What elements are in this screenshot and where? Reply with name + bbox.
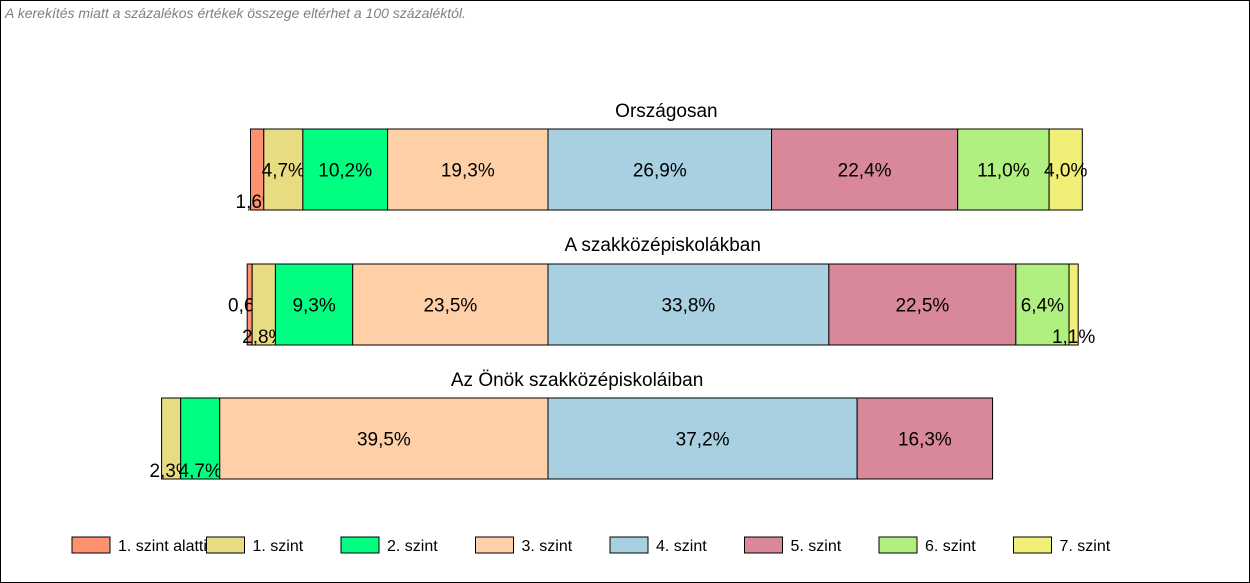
legend-swatch xyxy=(609,536,649,554)
data-label: 2,8% xyxy=(242,327,285,348)
legend-swatch xyxy=(340,536,380,554)
data-label: 22,5% xyxy=(895,296,949,317)
legend-swatch xyxy=(71,536,111,554)
data-label: 4,7% xyxy=(179,461,222,482)
row-title-2: A szakközépiskolákban xyxy=(564,235,760,256)
legend-swatch xyxy=(744,536,783,554)
legend-label: 5. szint xyxy=(791,538,842,555)
legend-label: 4. szint xyxy=(656,538,707,555)
legend-item-1: 1. szint alatti xyxy=(71,536,207,555)
data-label: 16,3% xyxy=(898,430,952,451)
data-label: 33,8% xyxy=(661,296,715,317)
legend-item-5: 4. szint xyxy=(609,536,707,555)
legend-label: 2. szint xyxy=(387,538,438,555)
data-label: 19,3% xyxy=(441,161,495,182)
bar-segment xyxy=(856,397,994,480)
legend-label: 7. szint xyxy=(1060,538,1111,555)
bar-segment xyxy=(1048,128,1083,211)
legend-label: 1. szint alatti xyxy=(118,538,207,555)
bar-segment xyxy=(547,397,858,480)
legend-item-7: 6. szint xyxy=(878,536,976,555)
data-label: 4,0% xyxy=(1044,161,1087,182)
legend-item-3: 2. szint xyxy=(340,536,438,555)
bar-segment xyxy=(547,263,830,346)
legend-swatch xyxy=(206,536,245,554)
data-label: 10,2% xyxy=(318,161,372,182)
legend-label: 3. szint xyxy=(522,538,573,555)
legend-item-4: 3. szint xyxy=(475,536,573,555)
legend-label: 1. szint xyxy=(253,538,304,555)
bar-row-3: Az Önök szakközépiskoláiban2,3%4,7%39,5%… xyxy=(149,370,994,482)
bar-segment xyxy=(302,128,389,211)
row-title-3: Az Önök szakközépiskoláiban xyxy=(451,370,703,391)
data-label: 1,1% xyxy=(1052,327,1095,348)
bar-segment xyxy=(219,397,549,480)
legend-swatch xyxy=(1013,536,1052,554)
legend-item-2: 1. szint xyxy=(206,536,304,555)
data-label: 22,4% xyxy=(838,161,892,182)
bar-segment xyxy=(1015,263,1070,346)
bar-segment xyxy=(771,128,959,211)
bar-segment xyxy=(180,397,221,480)
bar-segment xyxy=(352,263,549,346)
bar-segment xyxy=(547,128,773,211)
bar-segment xyxy=(828,263,1017,346)
data-label: 37,2% xyxy=(676,430,730,451)
row-title-1: Országosan xyxy=(615,101,717,122)
bar-segment xyxy=(957,128,1050,211)
legend-label: 6. szint xyxy=(925,538,976,555)
rounding-note: A kerekítés miatt a százalékos értékek ö… xyxy=(5,5,466,21)
legend-item-6: 5. szint xyxy=(744,536,842,555)
bar-segment xyxy=(1068,263,1079,346)
data-label: 9,3% xyxy=(292,296,335,317)
chart-legend: 1. szint alatti 1. szint 2. szint 3. szint 4… xyxy=(71,536,1111,555)
data-label: 26,9% xyxy=(633,161,687,182)
bar-segment xyxy=(387,128,549,211)
data-label: 23,5% xyxy=(423,296,477,317)
legend-swatch xyxy=(878,536,918,554)
legend-item-8: 7. szint xyxy=(1013,536,1111,555)
data-label: 4,7% xyxy=(262,161,305,182)
legend-swatch xyxy=(475,536,514,554)
data-label: 39,5% xyxy=(357,430,411,451)
data-label: 11,0% xyxy=(977,161,1030,182)
data-label: 6,4% xyxy=(1021,296,1064,317)
